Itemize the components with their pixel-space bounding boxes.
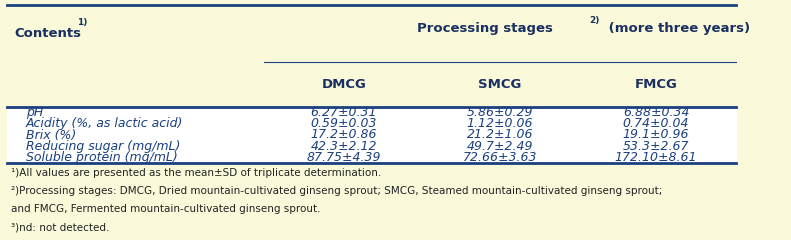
Text: and FMCG, Fermented mountain-cultivated ginseng sprout.: and FMCG, Fermented mountain-cultivated … bbox=[11, 204, 320, 214]
Text: 19.1±0.96: 19.1±0.96 bbox=[623, 128, 689, 142]
Text: SMCG: SMCG bbox=[479, 78, 521, 91]
Text: 172.10±8.61: 172.10±8.61 bbox=[615, 151, 698, 164]
Text: 72.66±3.63: 72.66±3.63 bbox=[463, 151, 537, 164]
Text: 53.3±2.67: 53.3±2.67 bbox=[623, 140, 689, 153]
Text: Acidity (%, as lactic acid): Acidity (%, as lactic acid) bbox=[26, 117, 184, 130]
Text: ¹)All values are presented as the mean±SD of triplicate determination.: ¹)All values are presented as the mean±S… bbox=[11, 168, 381, 178]
Text: DMCG: DMCG bbox=[321, 78, 366, 91]
Text: 1): 1) bbox=[77, 18, 87, 27]
Text: (more three years): (more three years) bbox=[604, 22, 750, 35]
Text: FMCG: FMCG bbox=[634, 78, 678, 91]
Text: ³)nd: not detected.: ³)nd: not detected. bbox=[11, 222, 109, 232]
Text: 0.74±0.04: 0.74±0.04 bbox=[623, 117, 689, 130]
Bar bbox=[7, 107, 736, 163]
Text: 5.86±0.29: 5.86±0.29 bbox=[467, 106, 533, 119]
Text: 0.59±0.03: 0.59±0.03 bbox=[311, 117, 377, 130]
Text: Processing stages: Processing stages bbox=[417, 22, 553, 35]
Text: pH: pH bbox=[26, 106, 44, 119]
Text: 17.2±0.86: 17.2±0.86 bbox=[311, 128, 377, 142]
Text: 6.88±0.34: 6.88±0.34 bbox=[623, 106, 689, 119]
Text: Reducing sugar (mg/mL): Reducing sugar (mg/mL) bbox=[26, 140, 180, 153]
Text: Contents: Contents bbox=[15, 27, 82, 40]
Text: 2): 2) bbox=[589, 16, 600, 25]
Bar bbox=[7, 5, 736, 62]
Text: 42.3±2.12: 42.3±2.12 bbox=[311, 140, 377, 153]
Text: ²)Processing stages: DMCG, Dried mountain-cultivated ginseng sprout; SMCG, Steam: ²)Processing stages: DMCG, Dried mountai… bbox=[11, 186, 663, 196]
Text: Brix (%): Brix (%) bbox=[26, 128, 76, 142]
Text: 21.2±1.06: 21.2±1.06 bbox=[467, 128, 533, 142]
Text: 1.12±0.06: 1.12±0.06 bbox=[467, 117, 533, 130]
Text: 6.27±0.31: 6.27±0.31 bbox=[311, 106, 377, 119]
Text: 87.75±4.39: 87.75±4.39 bbox=[307, 151, 381, 164]
Text: 49.7±2.49: 49.7±2.49 bbox=[467, 140, 533, 153]
Text: Soluble protein (mg/mL): Soluble protein (mg/mL) bbox=[26, 151, 178, 164]
